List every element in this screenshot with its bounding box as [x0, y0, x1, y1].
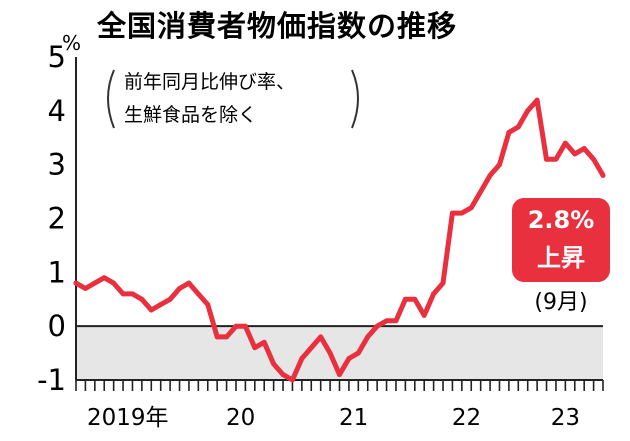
data-point	[73, 280, 79, 286]
data-points	[73, 97, 606, 383]
data-point	[393, 318, 399, 324]
data-point	[205, 302, 211, 308]
data-point	[261, 339, 267, 345]
data-point	[412, 296, 418, 302]
data-point	[101, 275, 107, 281]
subtitle-close-bracket	[351, 69, 359, 129]
data-point	[327, 350, 333, 356]
subtitle-open-bracket	[107, 69, 115, 129]
data-point	[450, 210, 455, 216]
data-point	[252, 345, 258, 351]
chart-subtitle-line-1: 前年同月比伸び率、	[124, 71, 295, 93]
data-point	[572, 151, 578, 157]
x-tick-label: 22	[452, 405, 481, 431]
data-point	[271, 361, 277, 367]
y-axis-unit: %	[62, 31, 81, 55]
y-tick-label: -1	[37, 363, 66, 397]
data-point	[130, 291, 135, 297]
data-point	[562, 140, 568, 146]
callout-label: 上昇	[537, 244, 585, 272]
data-point	[440, 280, 446, 286]
data-point	[459, 210, 465, 216]
data-point	[421, 313, 427, 318]
data-point	[92, 280, 98, 286]
data-point	[177, 286, 182, 291]
callout-value: 2.8%	[528, 206, 595, 234]
x-tick-label: 21	[339, 405, 368, 431]
y-tick-label: 1	[48, 255, 66, 289]
data-point	[515, 124, 521, 130]
data-point	[224, 334, 229, 340]
x-axis-labels: 2019年 20 21 22 23	[87, 405, 580, 431]
data-point	[487, 173, 493, 178]
x-tick-label: 20	[226, 405, 255, 431]
data-point	[280, 372, 286, 378]
data-point	[506, 129, 512, 135]
y-tick-label: 5	[48, 40, 66, 74]
y-tick-label: 0	[48, 309, 66, 343]
data-point	[167, 296, 173, 302]
x-axis-ticks	[75, 380, 604, 391]
data-point	[534, 97, 540, 103]
data-point	[120, 291, 126, 297]
data-point	[497, 162, 502, 168]
data-point	[581, 146, 587, 151]
data-point	[148, 307, 154, 313]
callout: 2.8% 上昇 (9月)	[512, 198, 610, 315]
data-point	[139, 296, 145, 302]
y-tick-label: 4	[48, 94, 66, 128]
data-point	[478, 189, 484, 194]
y-tick-label: 3	[48, 148, 66, 182]
data-point	[544, 156, 549, 162]
data-point	[346, 356, 352, 361]
data-point	[402, 296, 408, 302]
data-point	[600, 173, 606, 178]
data-point	[384, 318, 389, 324]
chart-subtitle-line-2: 生鮮食品を除く	[124, 104, 257, 126]
data-point	[525, 108, 531, 114]
x-tick-label: 2019年	[87, 405, 169, 431]
data-point	[308, 345, 314, 351]
data-point	[591, 156, 596, 162]
callout-note: (9月)	[534, 290, 587, 315]
data-point	[242, 323, 248, 329]
data-point	[337, 372, 342, 378]
data-point	[355, 350, 361, 356]
data-point	[83, 286, 88, 291]
data-point	[553, 156, 559, 162]
y-axis-ticks: 5 4 3 2 1 0 -1	[37, 40, 66, 397]
data-point	[111, 280, 117, 286]
data-point	[186, 280, 192, 286]
chart-title: 全国消費者物価指数の推移	[96, 9, 457, 43]
data-point	[290, 377, 295, 383]
data-point	[365, 334, 371, 340]
x-tick-label: 23	[551, 405, 580, 431]
data-point	[299, 356, 305, 361]
data-point	[431, 291, 437, 297]
data-point	[318, 334, 324, 340]
data-point	[233, 323, 239, 329]
callout-box	[512, 198, 610, 282]
data-point	[158, 302, 164, 308]
data-point	[468, 205, 474, 211]
data-point	[195, 291, 201, 297]
data-point	[214, 334, 220, 340]
y-tick-label: 2	[48, 202, 66, 236]
data-point	[374, 323, 380, 329]
